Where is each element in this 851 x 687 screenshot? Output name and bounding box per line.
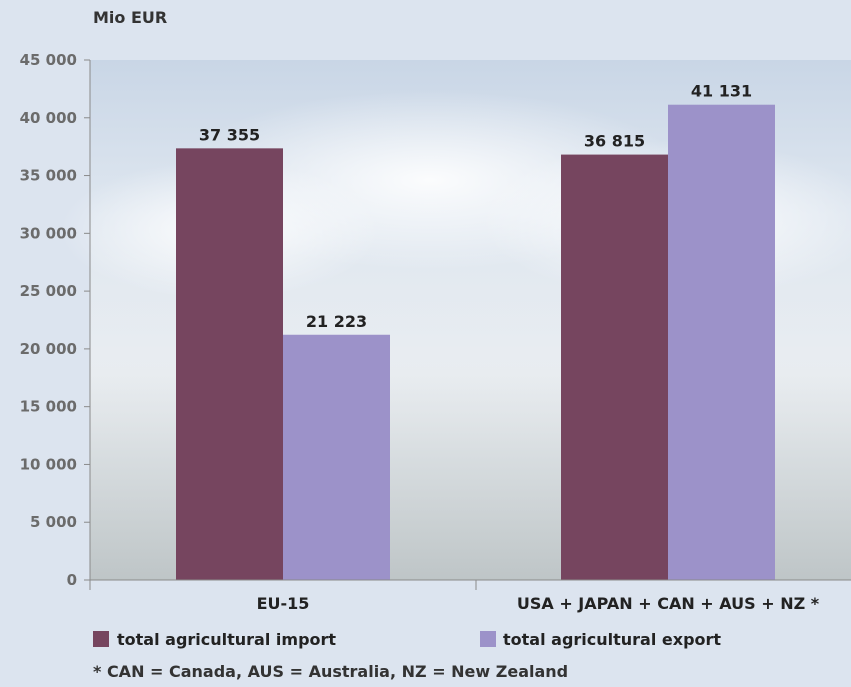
y-tick-label: 45 000 <box>20 51 77 69</box>
data-labels: 37 355 36 815 21 223 41 131 <box>199 82 752 331</box>
bar-import-1 <box>561 154 668 581</box>
bars <box>176 104 775 581</box>
legend: total agricultural import total agricult… <box>93 630 721 649</box>
y-tick-label: 0 <box>67 571 77 589</box>
bar-import-0 <box>176 148 283 580</box>
data-label: 36 815 <box>584 132 645 151</box>
data-label: 37 355 <box>199 125 260 144</box>
x-axis-categories: EU-15 USA + JAPAN + CAN + AUS + NZ * <box>257 594 820 613</box>
y-tick-label: 40 000 <box>20 109 77 127</box>
x-category-label: EU-15 <box>257 594 310 613</box>
bar-export-0 <box>283 334 390 580</box>
y-axis-unit-label: Mio EUR <box>93 8 167 27</box>
legend-swatch-import <box>93 631 109 647</box>
x-category-label: USA + JAPAN + CAN + AUS + NZ * <box>517 594 820 613</box>
y-tick-label: 5 000 <box>30 513 77 531</box>
y-tick-label: 30 000 <box>20 224 77 242</box>
y-tick-label: 10 000 <box>20 455 77 473</box>
y-tick-label: 25 000 <box>20 282 77 300</box>
bar-export-1 <box>668 104 775 581</box>
legend-label-import: total agricultural import <box>117 630 336 649</box>
y-tick-label: 15 000 <box>20 398 77 416</box>
y-tick-label: 35 000 <box>20 167 77 185</box>
data-label: 41 131 <box>691 82 752 101</box>
legend-item-export: total agricultural export <box>480 630 721 649</box>
footnote: * CAN = Canada, AUS = Australia, NZ = Ne… <box>93 662 568 681</box>
legend-label-export: total agricultural export <box>503 630 721 649</box>
legend-item-import: total agricultural import <box>93 630 336 649</box>
data-label: 21 223 <box>306 312 367 331</box>
y-axis: 0 5 000 10 000 15 000 20 000 25 000 30 000 35 0… <box>20 51 91 589</box>
legend-swatch-export <box>480 631 496 647</box>
y-tick-label: 20 000 <box>20 340 77 358</box>
